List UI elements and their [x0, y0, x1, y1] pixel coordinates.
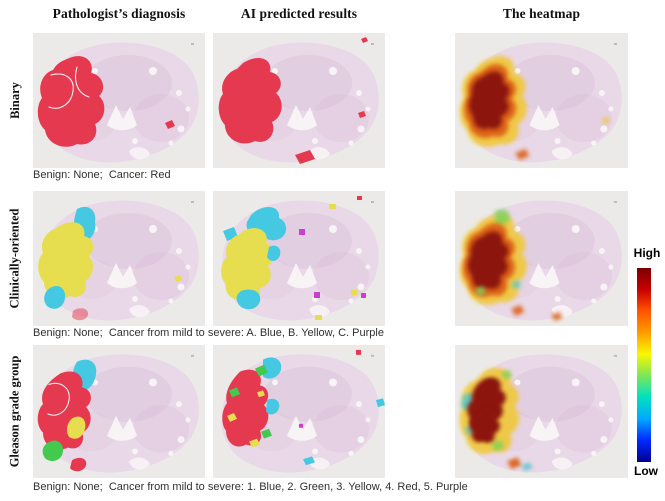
panel-gleason-heatmap	[455, 345, 628, 478]
column-header-pathologist: Pathologist’s diagnosis	[52, 6, 186, 21]
panel-binary-pathologist	[33, 33, 205, 168]
panel-gleason-ai	[213, 345, 385, 478]
row-label-gleason-grade-group: Gleason grade group	[0, 345, 30, 478]
panel-gleason-pathologist	[33, 345, 205, 478]
colorbar-low-label: Low	[634, 464, 658, 478]
panel-clinical-heatmap	[455, 191, 628, 326]
row-label-gleason-grade-group-text: Gleason grade group	[7, 355, 22, 468]
panel-clinical-ai	[213, 191, 385, 326]
panel-binary-ai	[213, 33, 385, 168]
panel-clinical-pathologist	[33, 191, 205, 326]
caption-gleason-grade-group: Benign: None; Cancer from mild to severe…	[33, 481, 468, 493]
row-label-binary: Binary	[0, 33, 30, 168]
caption-binary: Benign: None; Cancer: Red	[33, 169, 171, 181]
row-label-binary-text: Binary	[7, 82, 22, 119]
column-header-heatmap: The heatmap	[502, 6, 581, 21]
column-header-ai: AI predicted results	[240, 6, 358, 21]
row-label-clinically-oriented-text: Clinically-oriented	[7, 208, 22, 309]
colorbar-gradient	[637, 268, 651, 462]
colorbar-high-label: High	[633, 246, 661, 260]
row-label-clinically-oriented: Clinically-oriented	[0, 191, 30, 326]
caption-clinically-oriented: Benign: None; Cancer from mild to severe…	[33, 327, 384, 339]
panel-binary-heatmap	[455, 33, 628, 168]
